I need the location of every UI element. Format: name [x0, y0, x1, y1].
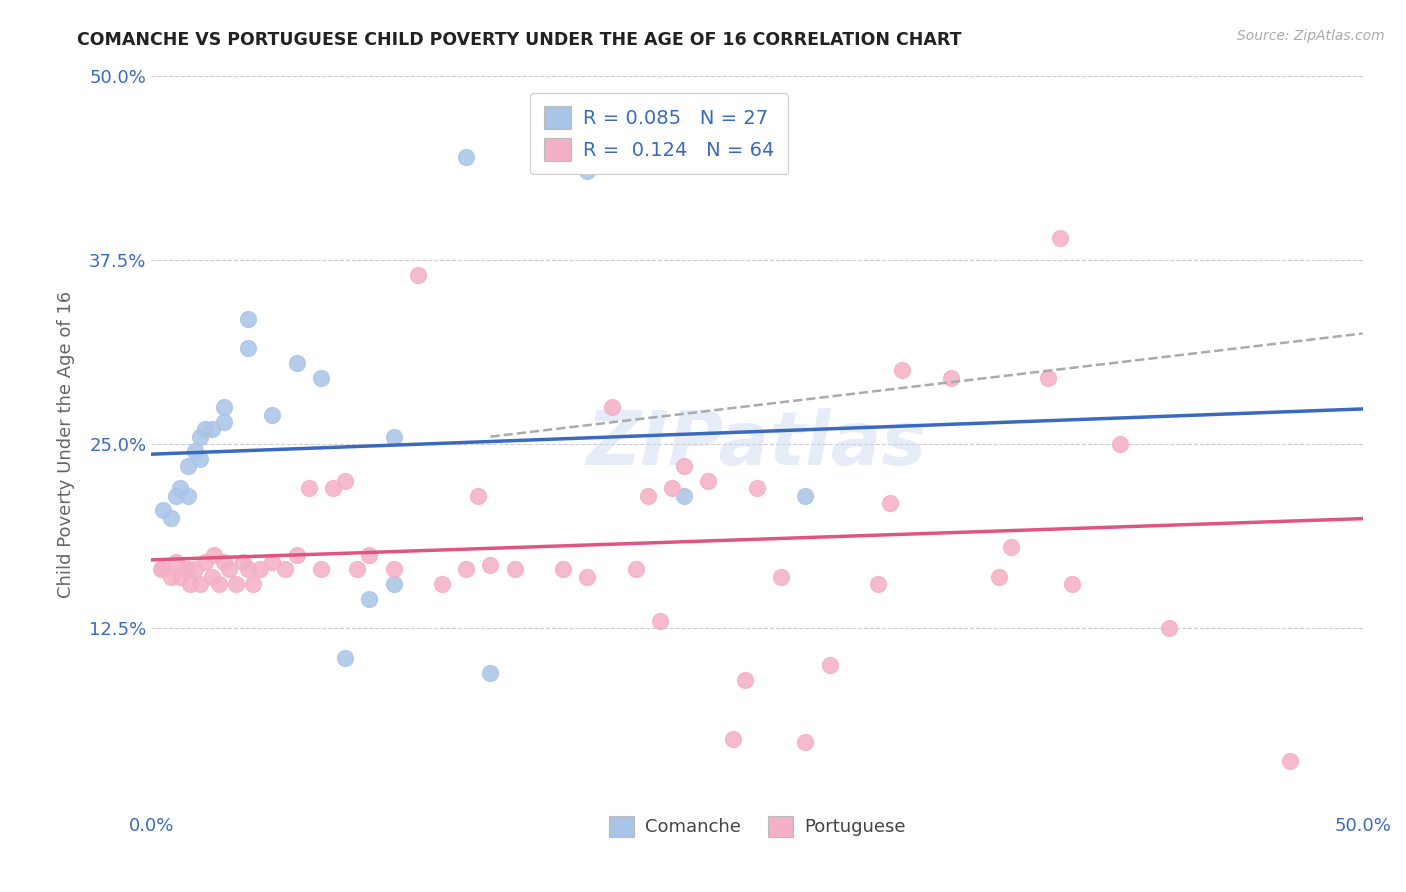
- Point: [262, 555, 284, 569]
- Point: [194, 555, 217, 569]
- Point: [212, 415, 235, 429]
- Point: [406, 268, 429, 282]
- Point: [232, 555, 254, 569]
- Point: [159, 510, 181, 524]
- Point: [624, 562, 647, 576]
- Y-axis label: Child Poverty Under the Age of 16: Child Poverty Under the Age of 16: [58, 291, 75, 598]
- Point: [1060, 577, 1083, 591]
- Point: [218, 562, 240, 576]
- Point: [202, 548, 225, 562]
- Point: [794, 735, 817, 749]
- Point: [734, 673, 756, 687]
- Point: [201, 422, 224, 436]
- Point: [868, 577, 890, 591]
- Point: [165, 555, 187, 569]
- Text: COMANCHE VS PORTUGUESE CHILD POVERTY UNDER THE AGE OF 16 CORRELATION CHART: COMANCHE VS PORTUGUESE CHILD POVERTY UND…: [77, 31, 962, 49]
- Point: [262, 408, 284, 422]
- Point: [249, 562, 271, 576]
- Point: [159, 570, 181, 584]
- Point: [1157, 621, 1180, 635]
- Point: [225, 577, 247, 591]
- Point: [152, 503, 174, 517]
- Point: [238, 311, 260, 326]
- Point: [176, 459, 198, 474]
- Point: [794, 489, 817, 503]
- Point: [1109, 437, 1132, 451]
- Point: [298, 481, 321, 495]
- Text: ZIPatlas: ZIPatlas: [586, 408, 927, 481]
- Point: [238, 562, 260, 576]
- Point: [238, 341, 260, 355]
- Point: [285, 356, 308, 370]
- Point: [721, 731, 744, 746]
- Point: [242, 577, 264, 591]
- Point: [184, 562, 207, 576]
- Point: [673, 489, 696, 503]
- Point: [456, 150, 478, 164]
- Legend: Comanche, Portuguese: Comanche, Portuguese: [602, 809, 912, 844]
- Point: [697, 474, 720, 488]
- Point: [333, 650, 356, 665]
- Point: [939, 370, 962, 384]
- Point: [201, 570, 224, 584]
- Point: [891, 363, 914, 377]
- Point: [770, 570, 793, 584]
- Point: [273, 562, 295, 576]
- Point: [988, 570, 1011, 584]
- Point: [212, 400, 235, 414]
- Point: [1278, 754, 1301, 768]
- Point: [818, 658, 841, 673]
- Point: [359, 591, 381, 606]
- Point: [1000, 540, 1022, 554]
- Point: [600, 400, 623, 414]
- Point: [212, 555, 235, 569]
- Point: [648, 614, 671, 628]
- Point: [152, 562, 174, 576]
- Point: [188, 577, 211, 591]
- Point: [165, 489, 187, 503]
- Point: [456, 562, 478, 576]
- Point: [359, 548, 381, 562]
- Point: [1036, 370, 1059, 384]
- Point: [188, 430, 211, 444]
- Text: Source: ZipAtlas.com: Source: ZipAtlas.com: [1237, 29, 1385, 43]
- Point: [322, 481, 344, 495]
- Point: [333, 474, 356, 488]
- Point: [1049, 230, 1071, 244]
- Point: [479, 665, 502, 680]
- Point: [346, 562, 368, 576]
- Point: [176, 562, 198, 576]
- Point: [879, 496, 901, 510]
- Point: [194, 422, 217, 436]
- Point: [479, 558, 502, 572]
- Point: [576, 570, 599, 584]
- Point: [382, 577, 405, 591]
- Point: [169, 570, 191, 584]
- Point: [745, 481, 768, 495]
- Point: [285, 548, 308, 562]
- Point: [382, 562, 405, 576]
- Point: [661, 481, 683, 495]
- Point: [179, 577, 201, 591]
- Point: [169, 481, 191, 495]
- Point: [184, 444, 207, 458]
- Point: [467, 489, 489, 503]
- Point: [430, 577, 453, 591]
- Point: [150, 562, 173, 576]
- Point: [637, 489, 659, 503]
- Point: [208, 577, 231, 591]
- Point: [176, 489, 198, 503]
- Point: [309, 370, 332, 384]
- Point: [576, 164, 599, 178]
- Point: [309, 562, 332, 576]
- Point: [174, 562, 197, 576]
- Point: [553, 562, 575, 576]
- Point: [382, 430, 405, 444]
- Point: [673, 459, 696, 474]
- Point: [503, 562, 526, 576]
- Point: [188, 451, 211, 466]
